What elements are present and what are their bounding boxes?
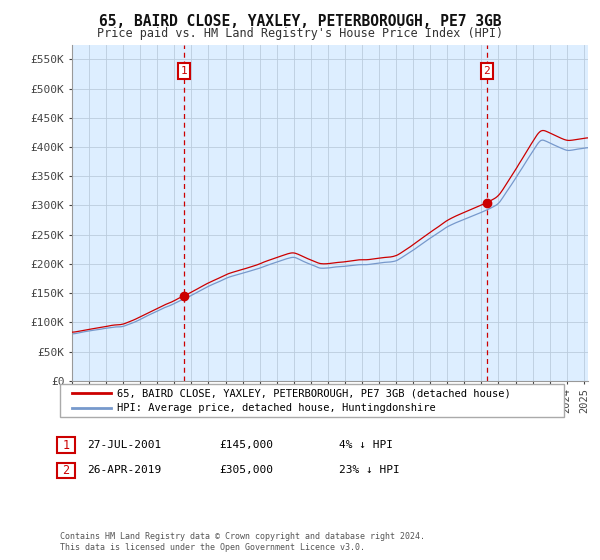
Text: £305,000: £305,000 <box>219 465 273 475</box>
Text: 27-JUL-2001: 27-JUL-2001 <box>87 440 161 450</box>
Text: 2: 2 <box>62 464 70 477</box>
Text: 2: 2 <box>484 66 490 76</box>
Text: 65, BAIRD CLOSE, YAXLEY, PETERBOROUGH, PE7 3GB (detached house): 65, BAIRD CLOSE, YAXLEY, PETERBOROUGH, P… <box>117 388 511 398</box>
Text: 26-APR-2019: 26-APR-2019 <box>87 465 161 475</box>
Text: 4% ↓ HPI: 4% ↓ HPI <box>339 440 393 450</box>
Text: Contains HM Land Registry data © Crown copyright and database right 2024.
This d: Contains HM Land Registry data © Crown c… <box>60 532 425 552</box>
Text: 1: 1 <box>62 438 70 452</box>
Text: HPI: Average price, detached house, Huntingdonshire: HPI: Average price, detached house, Hunt… <box>117 403 436 413</box>
Text: 23% ↓ HPI: 23% ↓ HPI <box>339 465 400 475</box>
Text: 1: 1 <box>181 66 187 76</box>
Text: £145,000: £145,000 <box>219 440 273 450</box>
Text: 65, BAIRD CLOSE, YAXLEY, PETERBOROUGH, PE7 3GB: 65, BAIRD CLOSE, YAXLEY, PETERBOROUGH, P… <box>99 14 501 29</box>
Text: Price paid vs. HM Land Registry's House Price Index (HPI): Price paid vs. HM Land Registry's House … <box>97 27 503 40</box>
